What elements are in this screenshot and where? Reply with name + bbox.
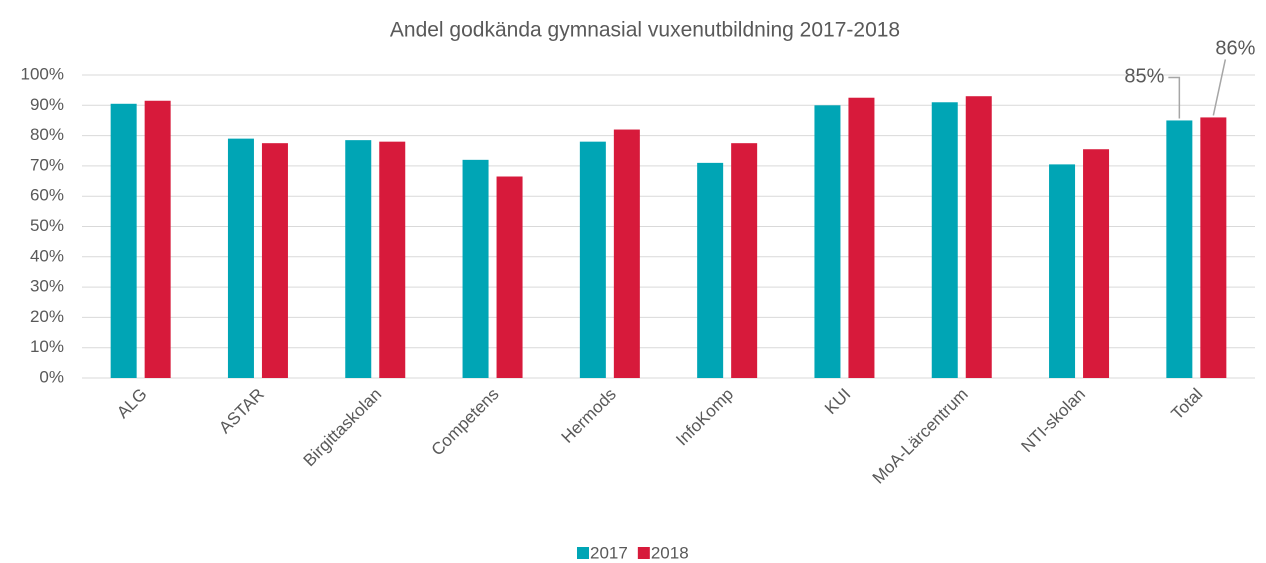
x-tick-label: NTI-skolan bbox=[1017, 385, 1089, 457]
bar bbox=[496, 176, 523, 378]
bar bbox=[1166, 120, 1193, 378]
y-tick-label: 40% bbox=[30, 246, 64, 265]
bar bbox=[261, 143, 288, 378]
legend-swatch bbox=[577, 547, 589, 559]
y-tick-label: 80% bbox=[30, 125, 64, 144]
bar bbox=[379, 141, 406, 378]
x-tick-label: Hermods bbox=[558, 385, 620, 447]
x-tick-label: MoA-Lärcentrum bbox=[869, 385, 972, 488]
x-tick-label: Total bbox=[1168, 385, 1207, 424]
legend-swatch bbox=[637, 547, 650, 559]
bar bbox=[579, 141, 606, 378]
x-tick-label: KUI bbox=[821, 385, 854, 418]
x-tick-label: ALG bbox=[113, 385, 150, 422]
bar bbox=[848, 97, 875, 378]
bar bbox=[1083, 149, 1110, 378]
bar bbox=[1200, 117, 1227, 379]
data-label: 86% bbox=[1215, 38, 1255, 60]
bar bbox=[814, 105, 841, 379]
y-tick-label: 20% bbox=[30, 307, 64, 326]
bar bbox=[144, 100, 171, 378]
bar bbox=[227, 138, 254, 378]
bar bbox=[345, 140, 372, 378]
bar bbox=[931, 102, 958, 379]
x-tick-label: InfoKomp bbox=[672, 385, 737, 450]
x-tick-label: Competens bbox=[428, 385, 503, 460]
y-tick-label: 10% bbox=[30, 337, 64, 356]
bar bbox=[110, 103, 137, 378]
bar bbox=[731, 143, 758, 378]
chart-title: Andel godkända gymnasial vuxenutbildning… bbox=[390, 19, 900, 42]
y-tick-label: 70% bbox=[30, 155, 64, 174]
y-tick-label: 60% bbox=[30, 186, 64, 205]
x-tick-label: Birgittaskolan bbox=[300, 385, 386, 471]
legend-label: 2018 bbox=[651, 543, 689, 562]
bar bbox=[965, 96, 992, 379]
leader-line bbox=[1212, 59, 1227, 116]
bar bbox=[1049, 164, 1076, 378]
legend-label: 2017 bbox=[590, 543, 628, 562]
bar bbox=[613, 129, 640, 378]
y-tick-label: 0% bbox=[39, 367, 64, 386]
y-tick-label: 50% bbox=[30, 216, 64, 235]
leader-line bbox=[1168, 76, 1181, 119]
y-tick-label: 100% bbox=[21, 64, 64, 83]
y-tick-label: 30% bbox=[30, 277, 64, 296]
bar bbox=[462, 159, 489, 378]
data-label: 85% bbox=[1124, 66, 1164, 88]
bar bbox=[697, 162, 724, 378]
y-tick-label: 90% bbox=[30, 95, 64, 114]
x-tick-label: ASTAR bbox=[215, 385, 268, 438]
